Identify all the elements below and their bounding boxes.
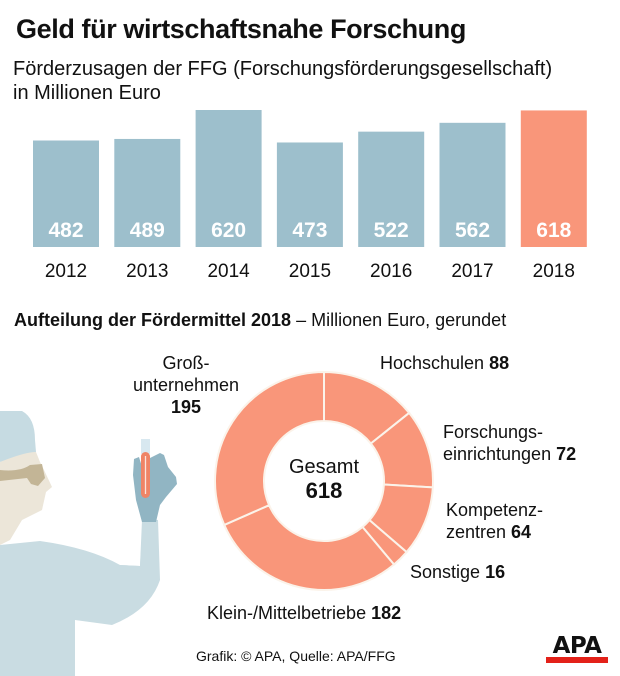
x-tick-label: 2012 <box>45 261 87 282</box>
bar-2014 <box>195 110 262 247</box>
bar-value-label: 522 <box>374 219 409 242</box>
bar-value-label: 618 <box>536 219 571 242</box>
label-text: Klein-/Mittelbetriebe <box>207 603 372 623</box>
chart-subtitle: Förderzusagen der FFG (Forschungsförderu… <box>13 57 613 105</box>
bar-value-label: 482 <box>48 219 83 242</box>
x-tick-label: 2013 <box>126 261 168 282</box>
bar-value-label: 620 <box>211 219 246 242</box>
bar-2016 <box>358 131 425 247</box>
donut-center-value: 618 <box>305 478 343 503</box>
label-hochschulen: Hochschulen 88 <box>380 352 509 374</box>
label-sonstige: Sonstige 16 <box>410 561 505 583</box>
x-tick-label: 2015 <box>289 261 331 282</box>
donut-section-title: Aufteilung der Fördermittel 2018 – Milli… <box>14 310 506 331</box>
label-line: einrichtungen <box>443 444 557 464</box>
label-value: 88 <box>489 353 510 373</box>
bar-chart: 482 2012 489 2013 620 2014 473 2015 522 2016 562 20… <box>33 110 587 282</box>
bar-2017 <box>439 122 506 247</box>
donut-center-label: Gesamt 618 <box>264 455 384 503</box>
bar-value-label: 562 <box>455 219 490 242</box>
label-line: zentren <box>446 522 512 542</box>
scientist-figure <box>0 411 177 676</box>
label-value: 182 <box>371 603 402 623</box>
label-line: Kompetenz- <box>446 500 544 520</box>
bar-2015 <box>276 142 343 247</box>
bar-2018 <box>520 110 587 248</box>
bar-2013 <box>114 138 181 247</box>
apa-logo-bar <box>546 657 608 663</box>
bar-value-label: 473 <box>292 219 327 242</box>
x-tick-label: 2017 <box>451 261 493 282</box>
label-value: 16 <box>485 562 506 582</box>
source-credit: Grafik: © APA, Quelle: APA/FFG <box>196 648 396 664</box>
label-value: 72 <box>556 444 577 464</box>
bar-value-label: 489 <box>130 219 165 242</box>
bar-2012 <box>33 140 99 247</box>
donut-slice-klein-mittelbetriebe <box>222 503 396 591</box>
apa-logo: APA <box>546 633 608 664</box>
donut-title-bold: Aufteilung der Fördermittel 2018 <box>14 310 292 330</box>
label-text: Sonstige <box>410 562 486 582</box>
label-grossunternehmen: Groß- unternehmen 195 <box>118 352 254 418</box>
subtitle-line-2: in Millionen Euro <box>13 82 161 104</box>
label-line: unternehmen <box>132 375 240 395</box>
x-tick-label: 2018 <box>533 261 575 282</box>
label-value: 195 <box>170 397 202 417</box>
donut-slice-großunternehmen <box>214 370 325 527</box>
cap <box>0 411 36 462</box>
x-tick-label: 2016 <box>370 261 412 282</box>
label-value: 64 <box>511 522 532 542</box>
apa-logo-text: APA <box>552 633 602 659</box>
label-line: Forschungs- <box>443 422 544 442</box>
sleeve <box>120 518 158 598</box>
x-tick-label: 2014 <box>207 261 250 282</box>
label-text: Hochschulen <box>380 353 490 373</box>
label-line: Groß- <box>162 353 210 373</box>
chart-title: Geld für wirtschaftsnahe Forschung <box>16 14 466 44</box>
lab-coat <box>0 520 160 676</box>
label-klein-mittelbetriebe: Klein-/Mittelbetriebe 182 <box>207 602 401 624</box>
test-tube-top <box>141 439 150 454</box>
donut-center-text: Gesamt <box>288 456 360 478</box>
label-kompetenzzentren: Kompetenz- zentren 64 <box>446 499 543 543</box>
safety-glasses <box>0 464 45 486</box>
donut-title-rest: – Millionen Euro, gerundet <box>291 310 507 330</box>
label-forschungseinrichtungen: Forschungs- einrichtungen 72 <box>443 421 576 465</box>
subtitle-line-1: Förderzusagen der FFG (Forschungsförderu… <box>13 58 553 80</box>
